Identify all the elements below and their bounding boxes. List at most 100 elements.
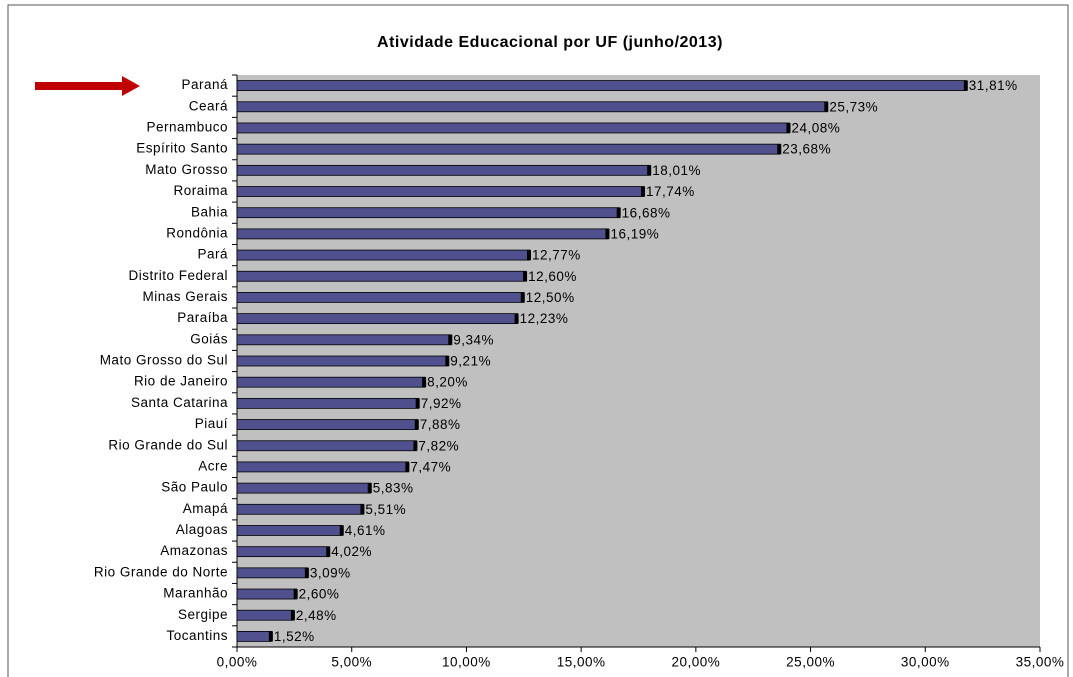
value-label: 17,74%: [646, 184, 695, 199]
y-tick-label: Distrito Federal: [128, 268, 228, 283]
bar: [236, 376, 426, 388]
bar-end: [290, 610, 295, 621]
x-tick-label: 35,00%: [1016, 655, 1065, 670]
bar-end: [514, 313, 519, 324]
bar: [236, 609, 295, 621]
y-tick-label: Sergipe: [178, 607, 228, 622]
bar-end: [641, 186, 646, 197]
value-label: 16,68%: [622, 205, 671, 220]
value-label: 12,77%: [532, 248, 581, 263]
y-tick-label: Rio Grande do Norte: [94, 564, 228, 579]
bar-end: [422, 377, 427, 388]
value-label: 7,47%: [410, 459, 451, 474]
y-tick-label: Alagoas: [176, 522, 228, 537]
bar-end: [413, 440, 418, 451]
y-tick-label: Paraíba: [177, 310, 228, 325]
bar-end: [824, 101, 829, 112]
value-label: 12,23%: [520, 311, 569, 326]
value-label: 7,82%: [418, 438, 459, 453]
x-tick-label: 20,00%: [671, 655, 720, 670]
bar: [236, 164, 651, 176]
y-tick-label: Pernambuco: [146, 120, 228, 135]
bar: [236, 186, 645, 197]
bar-end: [523, 271, 528, 282]
value-label: 7,92%: [421, 396, 462, 411]
bar-end: [786, 122, 791, 133]
bar: [236, 419, 419, 430]
value-label: 2,60%: [299, 587, 340, 602]
y-tick-label: Amapá: [183, 501, 228, 516]
bar: [236, 249, 531, 261]
y-tick-label: Paraná: [181, 77, 228, 92]
value-label: 12,50%: [526, 290, 575, 305]
value-label: 1,52%: [274, 629, 315, 644]
bar-end: [339, 525, 344, 536]
bar-end: [647, 165, 652, 176]
value-label: 5,83%: [373, 481, 414, 496]
bar: [236, 292, 525, 303]
value-label: 18,01%: [652, 163, 701, 178]
bar-end: [777, 144, 782, 155]
bar-end: [616, 207, 621, 218]
bar-end: [448, 334, 453, 345]
x-tick-label: 30,00%: [901, 655, 950, 670]
bar: [236, 143, 781, 155]
y-tick-label: Ceará: [189, 98, 228, 113]
y-tick-label: Rondônia: [166, 225, 228, 240]
y-tick-label: Acre: [198, 458, 228, 473]
value-label: 4,02%: [331, 544, 372, 559]
bar: [236, 334, 452, 346]
value-label: 4,61%: [345, 523, 386, 538]
bar-end: [326, 546, 331, 557]
y-tick-label: Santa Catarina: [131, 395, 228, 410]
bar: [236, 461, 409, 473]
bar-end: [605, 228, 610, 239]
value-label: 24,08%: [791, 121, 840, 136]
bar: [236, 546, 330, 558]
bar: [236, 122, 790, 134]
bar: [236, 567, 309, 579]
bar: [236, 525, 344, 536]
value-label: 25,73%: [829, 99, 878, 114]
x-tick-label: 25,00%: [786, 655, 835, 670]
bar-end: [367, 483, 372, 494]
y-tick-label: Amazonas: [160, 543, 228, 558]
y-tick-label: Mato Grosso do Sul: [100, 353, 228, 368]
bar-end: [293, 589, 298, 600]
value-label: 16,19%: [610, 226, 659, 241]
y-tick-label: Tocantins: [166, 628, 228, 643]
bar-end: [445, 356, 450, 366]
bar: [236, 101, 828, 113]
bar: [236, 207, 621, 219]
bar-end: [405, 461, 410, 472]
y-tick-label: Rio de Janeiro: [134, 374, 228, 389]
y-tick-label: Pará: [197, 247, 228, 262]
x-tick-label: 15,00%: [557, 655, 606, 670]
bar: [236, 355, 449, 367]
y-tick-label: Espírito Santo: [136, 141, 228, 156]
bar: [236, 397, 420, 409]
y-tick-label: Roraima: [173, 183, 228, 198]
bar: [236, 503, 364, 515]
bar-end: [304, 567, 309, 578]
bar: [236, 588, 298, 600]
bar-end: [414, 419, 419, 430]
bar-end: [415, 398, 420, 409]
bar: [236, 80, 968, 91]
bar-end: [963, 80, 968, 91]
value-label: 2,48%: [296, 608, 337, 623]
frame: [7, 4, 1069, 677]
x-tick-label: 0,00%: [217, 655, 258, 670]
bar-end: [526, 250, 531, 261]
bar: [236, 440, 417, 452]
x-tick-label: 5,00%: [331, 655, 372, 670]
value-label: 9,34%: [453, 332, 494, 347]
chart-title: Atividade Educacional por UF (junho/2013…: [377, 34, 723, 51]
y-tick-label: São Paulo: [161, 480, 228, 495]
y-tick-label: Piauí: [195, 416, 228, 431]
bar: [236, 228, 609, 240]
y-tick-label: Bahia: [191, 204, 228, 219]
value-label: 12,60%: [528, 269, 577, 284]
bar: [236, 482, 372, 494]
